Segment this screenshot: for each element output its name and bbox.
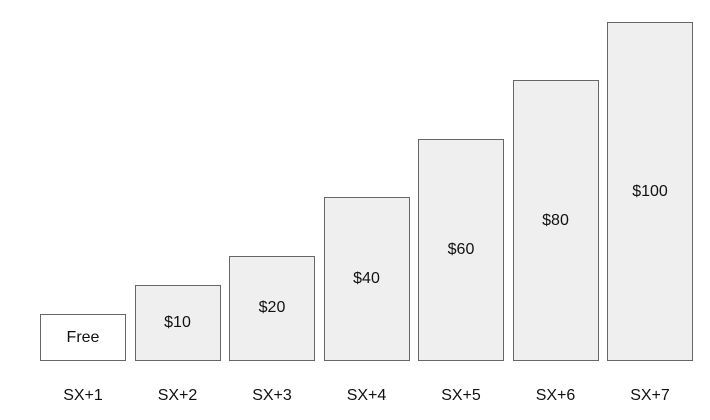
x-tick-label: SX+3 (252, 387, 292, 404)
x-tick-label: SX+2 (157, 387, 198, 404)
bar-data-label: Free (66, 328, 100, 346)
x-tick-label: SX+4 (346, 387, 387, 404)
bar-sx-7 (607, 22, 693, 361)
bar-data-label: $60 (447, 240, 475, 258)
bar-sx-4 (323, 197, 410, 361)
bar-sx-3 (229, 255, 315, 361)
x-tick-label: SX+1 (63, 387, 103, 404)
bar-data-label: $80 (542, 211, 569, 229)
bar-sx-6 (512, 80, 599, 361)
bar-sx-1 (40, 314, 126, 361)
x-tick-label: SX+5 (441, 387, 481, 404)
bar-data-label: $10 (164, 313, 191, 331)
bar-sx-2 (134, 284, 221, 361)
x-tick-label: SX+6 (535, 387, 576, 404)
x-tick-label: SX+7 (630, 387, 670, 404)
bar-data-label: $100 (632, 182, 668, 200)
bar-data-label: $20 (258, 299, 286, 317)
bar-sx-5 (418, 138, 504, 361)
bar-data-label: $40 (353, 270, 380, 288)
